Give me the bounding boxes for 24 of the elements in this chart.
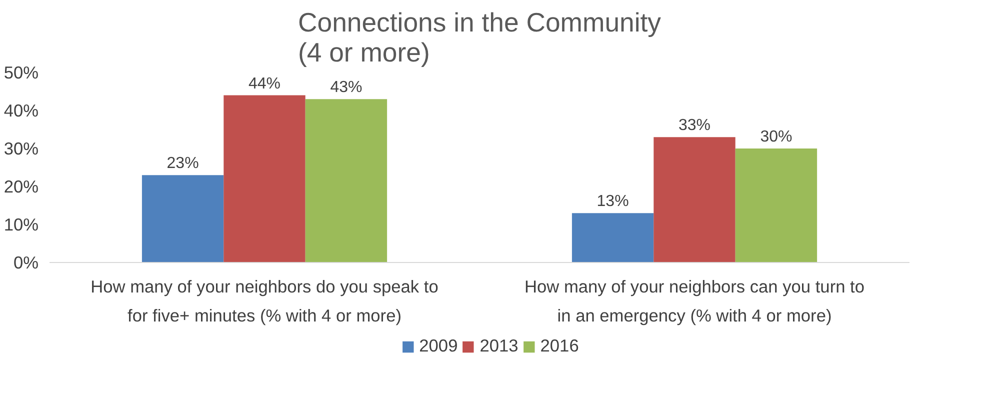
y-tick-label: 40%: [4, 100, 39, 120]
data-label: 23%: [166, 155, 199, 172]
bar: [224, 95, 306, 262]
bar: [305, 99, 388, 262]
y-tick-label: 20%: [4, 176, 39, 196]
legend-label: 2009: [419, 336, 458, 356]
chart-title: Connections in the Community (4 or more): [298, 8, 662, 68]
legend-label: 2016: [540, 336, 579, 356]
category-label: How many of your neighbors can you turn to in an emergency (% with 4 or more): [524, 276, 865, 326]
bar: [572, 213, 654, 262]
data-label: 33%: [678, 117, 711, 134]
legend-label: 2013: [480, 336, 518, 356]
y-tick-label: 30%: [4, 138, 39, 158]
y-tick-label: 10%: [4, 214, 39, 234]
data-label: 13%: [596, 193, 629, 210]
y-tick-label: 0%: [13, 252, 38, 272]
data-label: 44%: [248, 75, 281, 92]
bar: [735, 148, 818, 262]
bar: [654, 137, 736, 262]
data-label: 43%: [330, 79, 362, 96]
bar: [142, 175, 224, 262]
category-label: How many of your neighbors do you speak to for five+ minutes (% with 4 or more): [90, 276, 438, 326]
data-label: 30%: [760, 128, 792, 146]
y-tick-label: 50%: [4, 62, 39, 82]
